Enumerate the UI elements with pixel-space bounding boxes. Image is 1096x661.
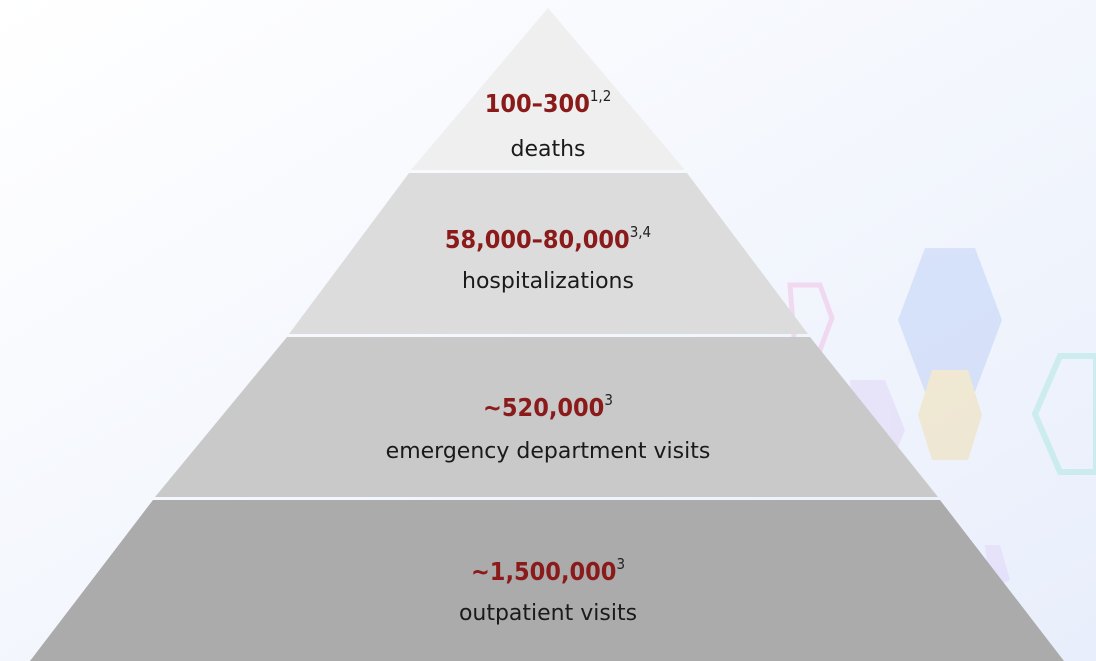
- level-label: hospitalizations: [462, 269, 634, 294]
- level-label: emergency department visits: [386, 439, 711, 464]
- level-value: ~1,500,0003: [471, 555, 625, 586]
- level-label: deaths: [510, 137, 585, 162]
- level-value: ~520,0003: [483, 391, 613, 422]
- level-value: 58,000–80,0003,4: [445, 223, 651, 254]
- tier: [289, 173, 808, 334]
- tier: [411, 8, 685, 170]
- tier: [30, 500, 1064, 661]
- tier: [155, 337, 938, 497]
- level-label: outpatient visits: [459, 601, 637, 626]
- level-value: 100–3001,2: [485, 87, 612, 118]
